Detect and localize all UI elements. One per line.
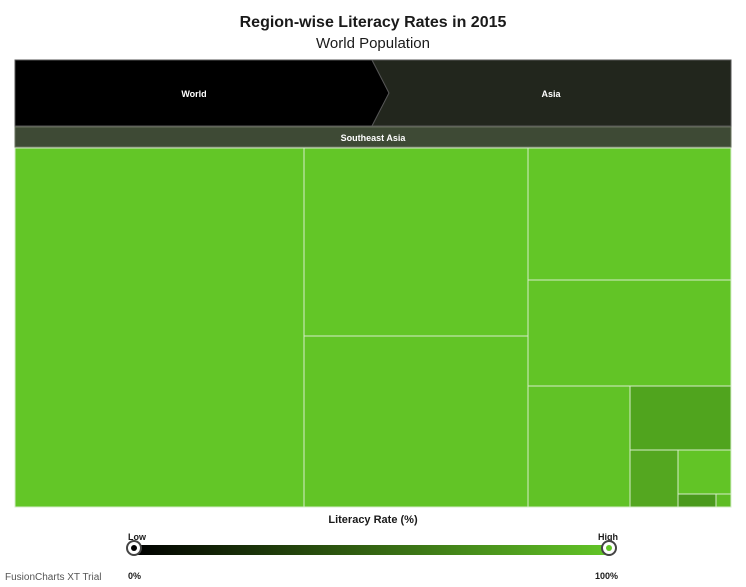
legend-title: Literacy Rate (%) (328, 514, 418, 526)
chart-subtitle: World Population (316, 35, 430, 52)
treemap-cell-6[interactable] (527, 385, 631, 508)
treemap-cell-8[interactable] (629, 449, 679, 508)
chart-title: Region-wise Literacy Rates in 2015 (239, 14, 507, 31)
breadcrumb: World Asia (14, 59, 732, 127)
treemap-cell-9[interactable] (677, 449, 732, 495)
treemap-cell-4[interactable] (527, 147, 732, 281)
treemap-cell-11[interactable] (715, 493, 732, 508)
legend-high-label: High (598, 532, 618, 542)
treemap-cell-10[interactable] (677, 493, 717, 508)
legend-max-value: 100% (595, 571, 619, 581)
legend-low-slider-handle[interactable] (126, 540, 142, 556)
treemap-cell-3[interactable] (303, 335, 529, 508)
legend-low-label: Low (128, 532, 146, 542)
legend-gradient-bar (134, 545, 610, 555)
current-node-label: Southeast Asia (341, 133, 407, 143)
breadcrumb-asia[interactable] (371, 59, 732, 127)
current-node-bar[interactable] (14, 126, 732, 148)
treemap-cells (14, 147, 732, 508)
current-node-header[interactable]: Southeast Asia (14, 126, 732, 148)
treemap-cell-5[interactable] (527, 279, 732, 387)
treemap-cell-2[interactable] (303, 147, 529, 337)
breadcrumb-asia-label: Asia (541, 89, 561, 99)
treemap-cell-7[interactable] (629, 385, 732, 451)
breadcrumb-world-label: World (181, 89, 206, 99)
legend-min-value: 0% (128, 571, 142, 581)
treemap-cell-1[interactable] (14, 147, 305, 508)
legend-high-slider-handle[interactable] (601, 540, 617, 556)
trial-credit: FusionCharts XT Trial (5, 572, 102, 583)
